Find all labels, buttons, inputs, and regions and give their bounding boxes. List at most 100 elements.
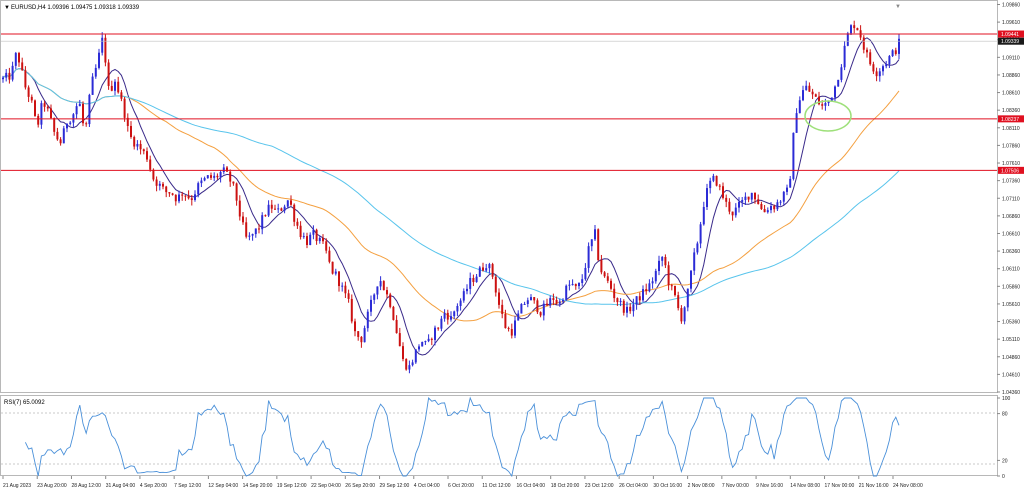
candle-body	[862, 37, 865, 50]
time-tick-label: 23 Oct 12:00	[585, 483, 614, 489]
candle-body	[520, 304, 523, 314]
candle-body	[654, 270, 657, 282]
candle-body	[194, 194, 196, 201]
candle-body	[299, 225, 302, 238]
price-tick-label: 1.04610	[1002, 372, 1020, 378]
candle-body	[357, 331, 360, 337]
candle-body	[341, 285, 344, 287]
candle-body	[840, 67, 843, 80]
time-tick-label: 9 Nov 16:00	[756, 483, 783, 489]
symbol-header-icon: ▼	[4, 5, 10, 11]
candle-body	[370, 299, 372, 312]
price-tick-label: 1.09860	[1002, 3, 1020, 9]
candle-body	[82, 103, 84, 124]
price-tick-label: 1.09110	[1002, 55, 1020, 61]
price-tick-label: 1.05360	[1002, 320, 1020, 326]
rsi-tick-label: 100	[1002, 396, 1011, 402]
candle-body	[600, 260, 603, 273]
candle-body	[568, 284, 571, 286]
candle-body	[75, 106, 78, 115]
candle-body	[85, 123, 88, 125]
candle-body	[210, 175, 212, 178]
price-level-tag-label: 1.08237	[1001, 117, 1019, 123]
candle-body	[274, 208, 276, 210]
candle-body	[302, 236, 305, 238]
candle-body	[152, 169, 155, 180]
candle-body	[853, 25, 856, 29]
candle-body	[475, 276, 478, 283]
candle-body	[328, 250, 331, 262]
candle-body	[485, 268, 488, 271]
candle-body	[104, 37, 107, 63]
price-tick-label: 1.08360	[1002, 108, 1020, 114]
time-tick-label: 4 Oct 04:00	[414, 483, 440, 489]
candle-body	[552, 298, 555, 300]
candle-body	[472, 277, 475, 283]
candle-body	[693, 252, 696, 271]
candle-body	[443, 312, 446, 319]
candle-body	[24, 70, 27, 88]
candle-body	[283, 206, 286, 211]
candle-body	[482, 267, 484, 271]
candle-body	[869, 52, 872, 65]
rsi-series	[24, 396, 900, 478]
rsi-info: RSI(7) 65.0092	[4, 400, 45, 406]
candle-body	[690, 270, 692, 289]
candle-body	[69, 122, 72, 124]
candle-body	[181, 194, 184, 196]
candle-body	[645, 289, 648, 292]
candle-body	[27, 87, 30, 97]
time-tick-label: 24 Nov 08:00	[893, 483, 923, 489]
time-tick-label: 19 Sep 12:00	[277, 483, 307, 489]
time-axis: 21 Aug 2023 23 Aug 20:00 28 Aug 12:00 31 Au…	[2, 476, 923, 489]
candle-body	[8, 72, 11, 80]
candle-body	[603, 272, 606, 277]
main-panel-frame	[0, 0, 998, 393]
candle-body	[558, 301, 561, 304]
candle-body	[142, 149, 145, 152]
candle-body	[677, 295, 680, 309]
candle-body	[530, 297, 532, 301]
candle-body	[78, 103, 81, 107]
candle-body	[117, 81, 120, 93]
candle-body	[398, 333, 401, 347]
candle-body	[386, 290, 388, 295]
candle-body	[606, 276, 609, 281]
candle-body	[437, 327, 440, 329]
candle-body	[706, 188, 708, 207]
candle-body	[562, 299, 564, 302]
candle-body	[856, 28, 859, 31]
candle-body	[325, 241, 328, 251]
candle-body	[462, 291, 465, 301]
candle-body	[702, 206, 705, 225]
candle-body	[216, 175, 219, 178]
candle-body	[411, 362, 414, 366]
price-level-lines[interactable]	[1, 33, 997, 171]
shift-marker-icon[interactable]: ▼	[895, 4, 901, 10]
candle-body	[293, 204, 296, 222]
candle-body	[635, 296, 638, 305]
candle-body	[405, 358, 408, 370]
price-tags: 1.09441 1.08237 1.07506 1.09339	[998, 30, 1024, 174]
candlestick-series	[2, 20, 900, 374]
candle-body	[376, 286, 379, 295]
candle-body	[149, 159, 152, 170]
candle-body	[277, 208, 280, 210]
price-level-tag	[998, 166, 1024, 174]
candle-body	[30, 96, 33, 101]
candle-body	[296, 221, 299, 226]
rsi-line	[24, 396, 900, 478]
candle-body	[686, 288, 689, 308]
candle-body	[664, 256, 667, 266]
candle-body	[456, 305, 459, 312]
candle-body	[594, 229, 596, 240]
candle-body	[632, 304, 635, 312]
time-tick-label: 26 Oct 04:00	[619, 483, 648, 489]
candle-body	[642, 289, 644, 301]
candle-body	[242, 216, 244, 223]
candle-body	[488, 264, 491, 269]
time-tick-label: 21 Nov 16:00	[859, 483, 889, 489]
time-tick-label: 21 Aug 2023	[3, 483, 31, 489]
